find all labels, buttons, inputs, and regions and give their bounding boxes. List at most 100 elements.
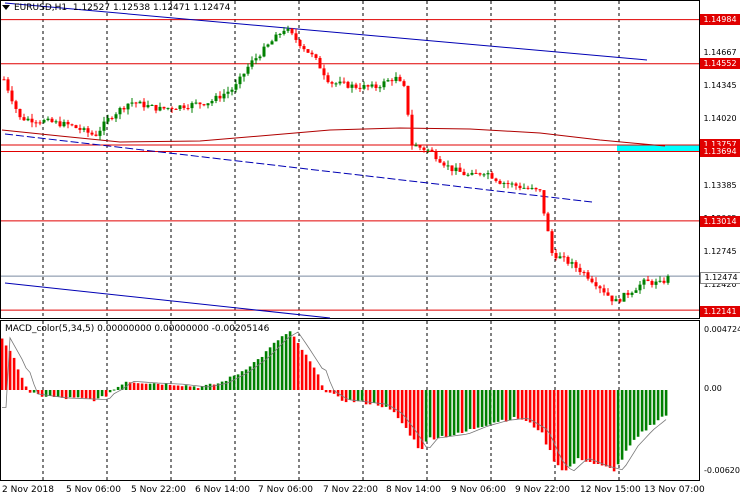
candle-body [226,91,230,94]
macd-bar [460,390,464,433]
candle-body [138,101,142,104]
candle-body [462,171,466,176]
level-label: 1.14552 [700,58,740,69]
macd-bar [436,390,440,439]
candle-body [446,165,450,167]
macd-bar [352,390,356,403]
macd-bar [176,385,180,390]
macd-bar [508,390,512,421]
candle-body [18,108,22,118]
candle-body [266,44,270,47]
macd-bar [580,390,584,461]
macd-bar [96,390,100,399]
macd-bar [296,342,300,390]
macd-bar [324,390,328,393]
candle-body [106,118,110,122]
candle-body [590,278,594,283]
candle-body [478,173,482,175]
macd-bar [472,390,476,429]
candle-body [574,262,578,268]
macd-bar [424,390,428,442]
macd-bar [284,334,288,390]
macd-bar [400,390,404,424]
price-tick: 1.14345 [703,81,737,90]
candle-body [442,162,446,166]
candle-body [298,39,302,47]
macd-bar [504,390,508,422]
macd-bar [628,390,632,446]
candle-body [502,183,506,185]
macd-bar [144,383,148,390]
macd-title: MACD_color(5,34,5) 0.00000000 0.00000000… [5,324,270,334]
candle-body [326,75,330,83]
candle-body [122,107,126,110]
candle-body [42,120,46,123]
time-label: 7 Nov 06:00 [258,485,313,495]
middle-trendline [4,133,593,203]
candle-body [522,187,526,189]
candle-body [398,76,402,82]
lower-trendline [4,282,331,319]
macd-bar [132,382,136,390]
candle-body [230,89,234,92]
macd-bar [656,390,660,421]
candle-body [330,82,334,84]
candle-body [410,114,414,146]
macd-bar [40,390,44,397]
candle-body [358,87,362,89]
candle-body [630,292,634,295]
macd-bar [200,386,204,390]
candle-body [454,167,458,172]
candle-body [322,68,326,76]
symbol-title: EURUSD,H1 1.12527 1.12538 1.12471 1.1247… [14,3,230,14]
macd-bar [48,390,52,396]
candle-body [254,58,258,61]
macd-bar [576,390,580,459]
candle-body [38,122,42,124]
candle-body [518,185,522,189]
macd-bar [136,383,140,390]
candle-body [158,106,162,111]
candle-body [594,282,598,287]
macd-bar [540,390,544,433]
candle-body [570,262,574,264]
candle-body [94,134,98,136]
macd-bar [64,390,68,400]
candle-body [486,173,490,175]
macd-bar [16,369,20,390]
time-label: 9 Nov 06:00 [451,485,506,495]
macd-axis-label: -0.006204 [704,466,740,475]
macd-bar [496,390,500,422]
macd-bar [100,390,104,397]
candle-body [334,83,338,85]
candle-body [162,106,166,109]
macd-bar [232,375,236,390]
candle-body [350,84,354,88]
macd-bar [440,390,444,436]
macd-bar [204,384,208,390]
macd-bar [616,390,620,465]
candle-body [534,187,538,190]
collapse-arrow-icon[interactable] [2,5,10,10]
candle-body [142,101,146,108]
candle-body [614,299,618,302]
candle-body [130,102,134,104]
macd-bar [512,390,516,417]
macd-bar [604,390,608,467]
candle-body [602,288,606,293]
macd-bar [308,361,312,390]
candle-body [386,80,390,82]
candle-body [282,30,286,34]
macd-bar [292,336,296,390]
candle-body [654,281,658,285]
candle-body [542,190,546,214]
candle-body [318,57,322,69]
macd-bar [108,390,112,393]
candle-body [414,145,418,147]
macd-bar [532,390,536,428]
macd-bar [492,390,496,423]
candle-body [190,103,194,109]
time-label: 6 Nov 14:00 [195,485,250,495]
